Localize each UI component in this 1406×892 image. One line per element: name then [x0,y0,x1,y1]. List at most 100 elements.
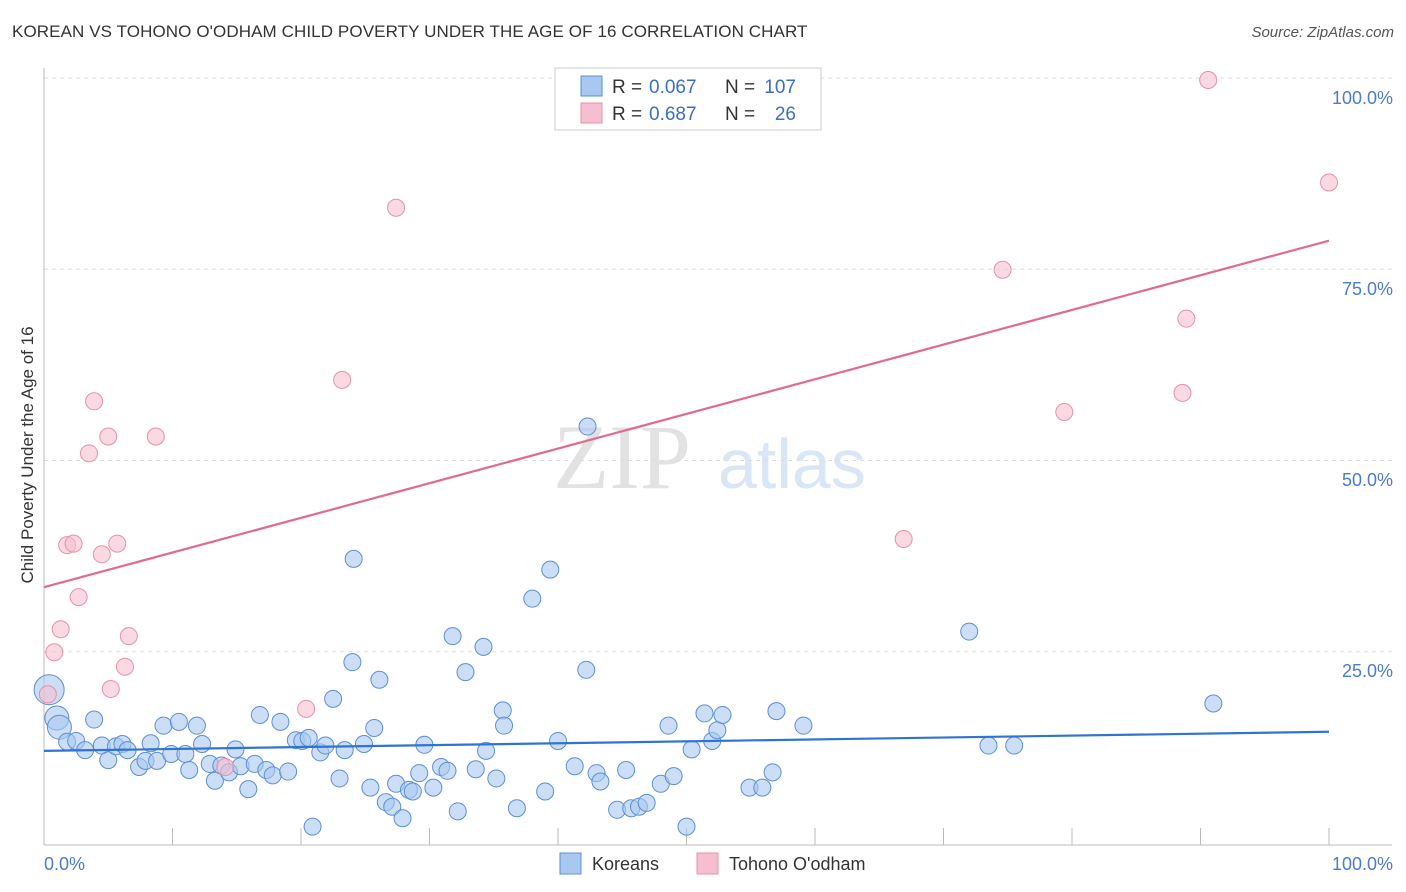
legend: R = 0.067 N = 107 R = 0.687 N = 26 [554,67,822,131]
korean-point [474,637,493,656]
korean-point [365,718,384,737]
korean-point [438,761,457,780]
korean-point [448,802,467,821]
tohono-point [92,545,111,564]
legend-swatch-koreans [580,75,603,97]
series-tohono [38,71,1338,776]
korean-point [299,728,318,747]
korean-point [354,735,373,754]
tohono-point [51,620,70,639]
korean-point [154,716,173,735]
tohono-point [69,588,88,607]
korean-point [456,663,475,682]
y-tick-label-50: 50.0% [1342,470,1393,490]
korean-point [493,701,512,720]
bottom-legend: Koreans Tohono O'odham [559,852,866,875]
chart-title: KOREAN VS TOHONO O'ODHAM CHILD POVERTY U… [12,22,808,41]
korean-point [324,689,343,708]
korean-point [536,782,555,801]
korean-point [495,716,514,735]
korean-point [1005,736,1024,755]
tohono-point [1177,309,1196,328]
korean-point [424,778,443,797]
korean-point [443,627,462,646]
legend-r-value-2: 0.687 [649,104,697,125]
legend-n-label-1: N = [725,77,755,98]
bottom-legend-swatch-koreans [559,852,582,875]
tohono-point [119,627,138,646]
x-axis-ticks [43,828,1330,845]
source-label: Source: ZipAtlas.com [1251,24,1394,41]
y-tick-label-100: 100.0% [1332,88,1393,108]
korean-point [343,653,362,672]
trend-line-koreans [43,730,1330,753]
tohono-point [333,370,352,389]
tohono-point [115,657,134,676]
tohono-point [108,534,127,553]
korean-point [979,736,998,755]
tohono-point [387,198,406,217]
korean-point [753,778,772,797]
tohono-point [894,530,913,548]
korean-point [180,761,199,780]
korean-point [279,762,298,781]
korean-point [466,760,485,779]
korean-point [187,716,206,735]
legend-n-value-1: 107 [764,77,796,98]
y-axis-label: Child Poverty Under the Age of 16 [18,326,37,583]
watermark-atlas: atlas [718,425,866,503]
korean-point [577,660,596,679]
tohono-point [64,534,83,553]
tohono-point [85,392,104,411]
tohono-point [216,757,235,776]
korean-point [303,817,322,836]
series-koreans [33,417,1223,836]
korean-point [361,778,380,797]
korean-point [141,734,160,753]
tohono-point [99,427,118,446]
x-tick-label-min: 0.0% [44,854,85,874]
trend-lines [43,239,1330,753]
korean-point [205,771,224,790]
tohono-point [1199,71,1218,89]
legend-swatch-tohono [580,102,603,124]
korean-point [330,769,349,788]
korean-point [708,721,727,740]
bottom-legend-label-koreans: Koreans [592,854,659,874]
korean-point [344,549,363,568]
korean-point [659,716,678,735]
legend-r-label-2: R = [612,104,642,125]
legend-n-value-2: 26 [775,104,796,125]
korean-point [99,751,118,770]
tohono-point [38,685,57,704]
watermark-zip: ZIP [553,406,691,508]
korean-point [410,764,429,783]
korean-point [250,705,269,724]
x-tick-label-max: 100.0% [1332,854,1393,874]
korean-point [393,809,412,828]
korean-point [1204,694,1223,713]
legend-r-value-1: 0.067 [649,77,697,98]
tohono-point [146,427,165,446]
korean-point [617,761,636,780]
korean-point [193,735,212,754]
korean-point [477,741,496,760]
gridlines [44,77,1392,653]
korean-point [578,417,597,436]
tohono-point [79,444,98,463]
korean-point [383,797,402,816]
korean-point [523,589,542,608]
bottom-legend-swatch-tohono [696,852,719,875]
tohono-point [993,260,1012,279]
bottom-legend-label-tohono: Tohono O'odham [729,854,866,874]
korean-point [695,704,714,723]
korean-point [507,799,526,818]
korean-point [664,767,683,786]
korean-point [169,712,188,731]
korean-point [767,702,786,721]
y-tick-label-75: 75.0% [1342,279,1393,299]
tohono-point [45,643,64,662]
tohono-point [297,699,316,718]
korean-point [239,780,258,799]
